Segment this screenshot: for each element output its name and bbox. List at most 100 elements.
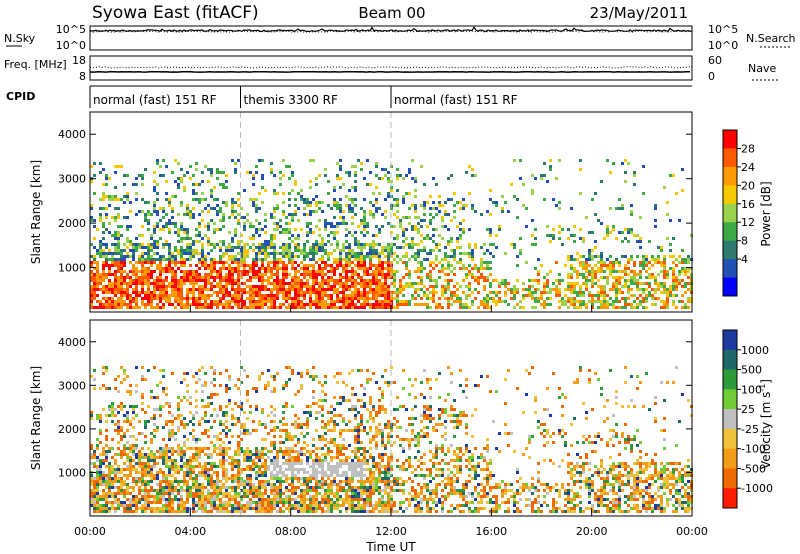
- power-cell: [294, 180, 297, 183]
- power-cell: [306, 267, 309, 270]
- velocity-cell: [120, 429, 123, 432]
- velocity-cell: [102, 483, 105, 486]
- power-cell: [429, 273, 432, 276]
- velocity-cell: [246, 453, 249, 456]
- velocity-cell: [117, 471, 120, 474]
- power-cell: [153, 252, 156, 255]
- power-cell: [432, 201, 435, 204]
- power-cell: [444, 258, 447, 261]
- power-cell: [189, 258, 192, 261]
- power-cell: [204, 306, 207, 309]
- power-cell: [102, 306, 105, 309]
- velocity-cell: [96, 414, 99, 417]
- velocity-cell: [255, 450, 258, 453]
- power-cell: [387, 270, 390, 273]
- power-cell: [336, 243, 339, 246]
- power-cell: [570, 303, 573, 306]
- velocity-cell: [267, 468, 270, 471]
- power-cell: [312, 300, 315, 303]
- velocity-cell: [231, 495, 234, 498]
- power-cell: [126, 252, 129, 255]
- power-cell: [639, 240, 642, 243]
- power-cell: [216, 210, 219, 213]
- velocity-cell: [183, 378, 186, 381]
- velocity-cell: [168, 435, 171, 438]
- velocity-cell: [183, 441, 186, 444]
- velocity-cell: [135, 507, 138, 510]
- velocity-cell: [90, 417, 93, 420]
- power-cell: [636, 234, 639, 237]
- velocity-cell: [243, 423, 246, 426]
- power-cell: [378, 291, 381, 294]
- velocity-cell: [210, 480, 213, 483]
- power-cell: [360, 246, 363, 249]
- velocity-cell: [141, 453, 144, 456]
- power-cell: [294, 303, 297, 306]
- power-cell: [342, 291, 345, 294]
- power-cell: [273, 273, 276, 276]
- power-cell: [231, 282, 234, 285]
- power-cell: [324, 291, 327, 294]
- velocity-cell: [168, 498, 171, 501]
- velocity-cell: [126, 474, 129, 477]
- velocity-cell: [90, 501, 93, 504]
- velocity-cell: [141, 471, 144, 474]
- power-cell: [516, 288, 519, 291]
- power-cell: [498, 297, 501, 300]
- power-cell: [273, 174, 276, 177]
- velocity-cell: [273, 444, 276, 447]
- power-cell: [324, 273, 327, 276]
- power-cell: [348, 198, 351, 201]
- velocity-cell: [237, 471, 240, 474]
- velocity-cell: [183, 462, 186, 465]
- power-cell: [291, 267, 294, 270]
- velocity-cell: [180, 501, 183, 504]
- power-cell: [159, 276, 162, 279]
- power-cell: [237, 282, 240, 285]
- power-cell: [567, 282, 570, 285]
- power-cell: [288, 246, 291, 249]
- power-cell: [96, 264, 99, 267]
- power-cell: [153, 228, 156, 231]
- velocity-cell: [174, 471, 177, 474]
- power-cell: [261, 297, 264, 300]
- velocity-cell: [177, 465, 180, 468]
- power-cell: [156, 213, 159, 216]
- power-cell: [546, 180, 549, 183]
- power-cell: [597, 300, 600, 303]
- velocity-cell: [261, 483, 264, 486]
- power-cell: [312, 231, 315, 234]
- velocity-cell: [183, 372, 186, 375]
- power-cell: [240, 249, 243, 252]
- velocity-cell: [153, 429, 156, 432]
- velocity-cell: [102, 474, 105, 477]
- velocity-cell: [111, 501, 114, 504]
- power-cell: [654, 204, 657, 207]
- power-cell: [363, 177, 366, 180]
- power-cell: [369, 261, 372, 264]
- velocity-cell: [222, 441, 225, 444]
- velocity-cell: [237, 501, 240, 504]
- power-cell: [408, 303, 411, 306]
- power-cell: [390, 300, 393, 303]
- power-cell: [405, 174, 408, 177]
- power-cell: [603, 288, 606, 291]
- power-cell: [201, 288, 204, 291]
- power-cell: [645, 294, 648, 297]
- power-cell: [162, 216, 165, 219]
- power-cell: [591, 303, 594, 306]
- power-cell: [123, 258, 126, 261]
- power-cell: [252, 300, 255, 303]
- power-cell: [363, 222, 366, 225]
- power-cell: [579, 288, 582, 291]
- velocity-cell: [144, 480, 147, 483]
- power-cell: [114, 198, 117, 201]
- velocity-cell: [171, 429, 174, 432]
- velocity-cell: [156, 477, 159, 480]
- velocity-cell: [129, 507, 132, 510]
- velocity-cell: [240, 495, 243, 498]
- power-cell: [558, 300, 561, 303]
- power-cell: [273, 261, 276, 264]
- power-cell: [261, 288, 264, 291]
- velocity-cell: [156, 501, 159, 504]
